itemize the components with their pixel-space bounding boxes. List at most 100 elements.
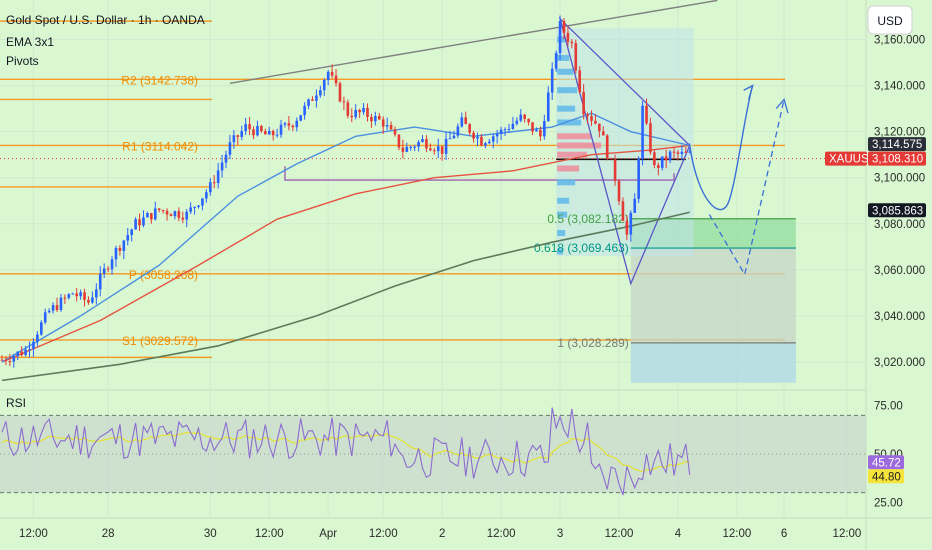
candle-body-93 xyxy=(366,107,369,117)
candle-body-129 xyxy=(507,128,511,130)
price-tick-6: 3,040.000 xyxy=(874,311,925,323)
candle-body-118 xyxy=(464,117,468,125)
candle-body-88 xyxy=(346,102,350,116)
candle-body-44 xyxy=(173,211,177,217)
candle-body-110 xyxy=(433,150,436,152)
candle-body-34 xyxy=(134,219,137,230)
fib-label-2: 1 (3,028.289) xyxy=(557,336,628,350)
candle-body-12 xyxy=(47,310,51,313)
candle-body-72 xyxy=(283,123,287,125)
projection-layer xyxy=(0,84,866,277)
volume-profile-bar-3 xyxy=(557,87,578,94)
candle-body-101 xyxy=(397,134,401,148)
candle-body-78 xyxy=(307,99,310,106)
triangle-pattern xyxy=(558,16,691,286)
candle-body-37 xyxy=(146,213,149,218)
candle-body-94 xyxy=(370,116,373,122)
candle-body-133 xyxy=(523,114,526,119)
candle-body-163 xyxy=(641,105,644,159)
candle-body-141 xyxy=(554,53,558,69)
candle-body-126 xyxy=(495,133,499,137)
time-tick-9: 12:00 xyxy=(605,528,634,540)
candle-body-145 xyxy=(570,41,574,44)
candle-body-89 xyxy=(350,115,354,118)
candle-body-19 xyxy=(75,293,78,297)
candle-body-116 xyxy=(456,126,460,136)
candle-body-85 xyxy=(334,75,338,84)
candle-body-60 xyxy=(236,135,240,137)
pivot-label-R1: R1 (3114.042) xyxy=(122,139,198,153)
candle-body-24 xyxy=(95,289,98,298)
candle-body-55 xyxy=(216,170,220,184)
volume-profile-bar-2 xyxy=(557,68,574,75)
volume-profile-bar-9 xyxy=(557,165,580,172)
candle-body-137 xyxy=(539,129,542,137)
candle-body-2 xyxy=(8,361,12,363)
ema-fast-line xyxy=(1,112,690,363)
time-tick-4: Apr xyxy=(319,528,337,540)
candle-body-114 xyxy=(448,138,452,140)
candle-body-33 xyxy=(130,229,133,236)
rsi-line xyxy=(1,407,691,496)
time-tick-8: 3 xyxy=(557,528,563,540)
candle-body-77 xyxy=(303,105,306,116)
candle-body-160 xyxy=(629,212,633,235)
candle-body-99 xyxy=(389,125,393,130)
ema-layer xyxy=(1,112,690,382)
rsi-title: RSI xyxy=(6,396,26,410)
candle-body-127 xyxy=(499,129,503,134)
candle-body-5 xyxy=(20,351,23,356)
candle-body-166 xyxy=(653,152,656,166)
candle-body-165 xyxy=(649,123,652,153)
projection-arrow-solid xyxy=(743,84,754,100)
candle-body-170 xyxy=(668,151,672,161)
candle-body-58 xyxy=(228,142,232,155)
candle-body-140 xyxy=(550,68,554,93)
candle-body-53 xyxy=(208,182,212,193)
candle-body-76 xyxy=(299,115,302,121)
candle-body-153 xyxy=(601,131,605,136)
candle-body-80 xyxy=(315,95,318,101)
candle-body-9 xyxy=(36,334,39,342)
price-tag-1 xyxy=(825,151,867,166)
candle-body-162 xyxy=(637,158,640,199)
candle-body-111 xyxy=(436,146,440,152)
candle-body-120 xyxy=(472,132,475,139)
indicator-pivots-label[interactable]: Pivots xyxy=(6,54,39,68)
fib-zone-middle xyxy=(630,248,796,343)
candle-body-63 xyxy=(248,124,251,130)
pivot-label-R2: R2 (3142.738) xyxy=(121,73,198,87)
candle-body-91 xyxy=(358,109,361,113)
candle-body-100 xyxy=(393,129,397,135)
candle-body-62 xyxy=(244,124,247,132)
currency-button[interactable] xyxy=(867,5,913,35)
candle-body-158 xyxy=(621,201,625,221)
candle-body-131 xyxy=(515,120,519,124)
candle-body-73 xyxy=(287,123,291,126)
candle-body-74 xyxy=(291,125,295,128)
fib-label-1: 0.618 (3,069.463) xyxy=(534,241,629,255)
candles-layer xyxy=(0,15,692,368)
candle-body-107 xyxy=(421,139,424,142)
candle-body-21 xyxy=(83,292,86,300)
candle-body-10 xyxy=(40,322,43,335)
candle-body-150 xyxy=(590,116,593,121)
volume-profile-bar-13 xyxy=(557,230,566,236)
candle-body-7 xyxy=(28,349,31,351)
candle-body-98 xyxy=(385,125,389,127)
candle-body-124 xyxy=(488,141,491,144)
drawing-layer: 0.5 (3,082.182) 0.618 (3,069.463) 1 (3,028… xyxy=(229,0,796,383)
candle-body-48 xyxy=(189,207,192,212)
candle-body-87 xyxy=(342,101,346,103)
price-tick-1: 3,140.000 xyxy=(874,81,925,93)
channel-upper-line xyxy=(229,0,718,84)
indicator-ema-label[interactable]: EMA 3x1 xyxy=(6,35,54,49)
volume-profile-bar-10 xyxy=(557,179,576,186)
candle-body-61 xyxy=(240,131,244,137)
price-tick-7: 3,020.000 xyxy=(874,357,925,369)
candle-body-39 xyxy=(153,208,157,220)
rsi-tag-label-1: 44.80 xyxy=(872,471,901,483)
candle-body-8 xyxy=(32,341,35,350)
candle-body-31 xyxy=(122,240,126,251)
candle-body-64 xyxy=(252,129,255,136)
